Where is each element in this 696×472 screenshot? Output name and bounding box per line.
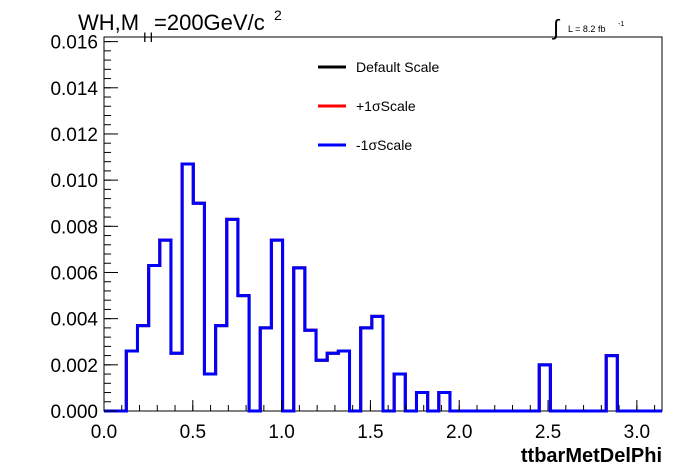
title-superscript: 2 [274,7,282,23]
legend-label: +1σScale [356,98,416,114]
luminosity-label: ∫ L = 8.2 fb -1 [551,15,624,40]
x-axis-label: ttbarMetDelPhi [521,445,662,467]
chart-title: WH,M H =200GeV/c 2 [78,7,282,45]
y-tick-label: 0.014 [50,79,98,100]
histogram-lines [104,162,662,413]
lumi-superscript: -1 [618,21,624,28]
x-tick-label: 0.5 [180,422,206,443]
y-tick-label: 0.008 [50,217,98,238]
y-tick-label: 0.004 [50,310,98,331]
x-tick-label: 2.0 [446,422,472,443]
y-tick-label: 0.006 [50,263,98,284]
x-tick-label: 0.0 [91,422,117,443]
x-tick-label: 1.5 [357,422,383,443]
lumi-text: L = 8.2 fb [568,24,605,34]
y-tick-label: 0.010 [50,171,98,192]
series-line [104,162,662,413]
y-tick-label: 0.012 [50,125,98,146]
x-tick-label: 3.0 [624,422,650,443]
axes: 0.000 0.002 0.004 0.006 0.008 0.010 0.012 0.014… [50,33,656,443]
x-tick-label: 2.5 [535,422,561,443]
title-rest: =200GeV/c [154,10,265,35]
x-tick-label: 1.0 [268,422,294,443]
legend-label: -1σScale [356,137,412,153]
legend-label: Default Scale [356,59,439,75]
y-tick-label: 0.016 [50,33,98,54]
y-tick-label: 0.000 [50,402,98,423]
y-tick-label: 0.002 [50,356,98,377]
title-main: WH,M [78,10,139,35]
legend: Default Scale +1σScale -1σScale [318,59,439,153]
integral-sign: ∫ [551,15,561,40]
